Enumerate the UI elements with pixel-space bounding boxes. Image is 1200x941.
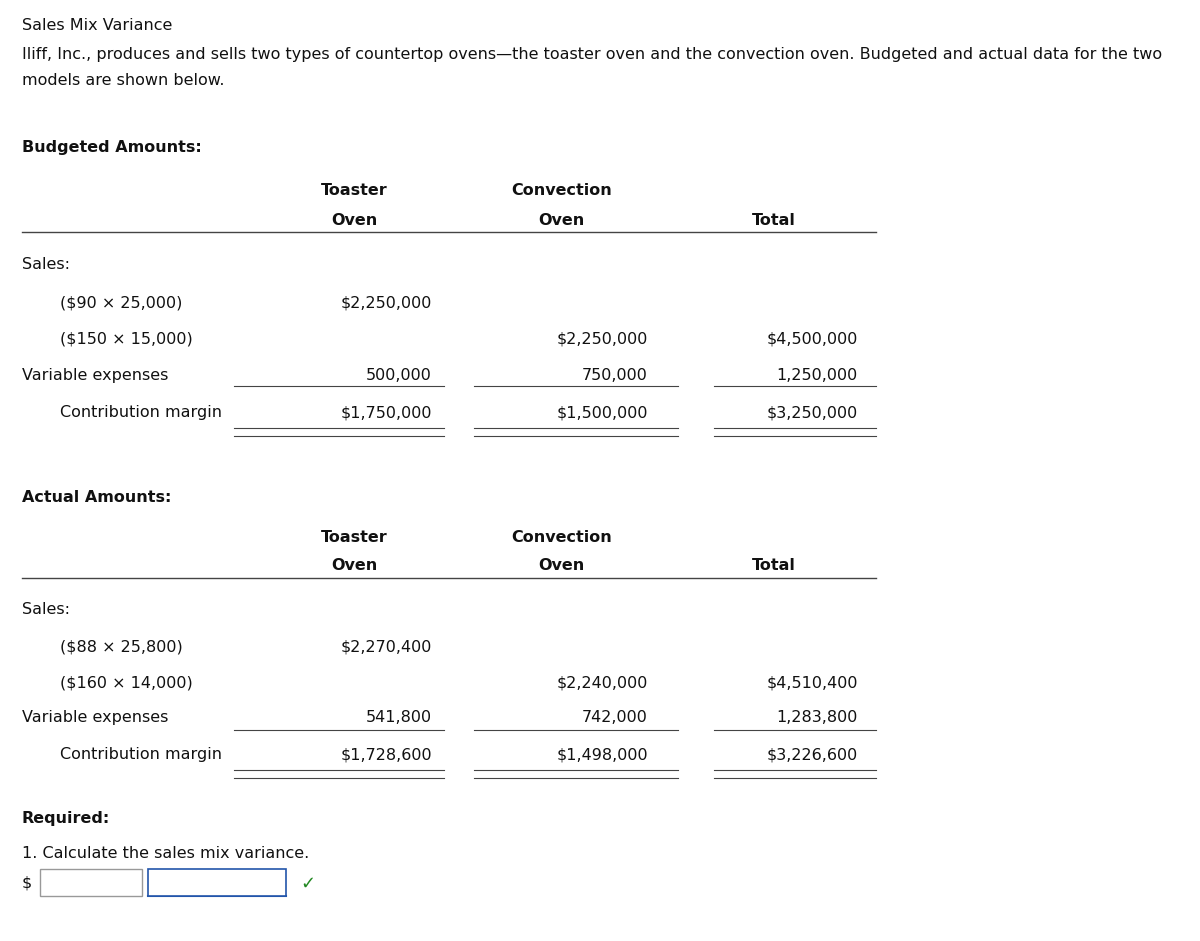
- Text: $2,250,000: $2,250,000: [341, 296, 432, 311]
- Text: Convection: Convection: [511, 530, 612, 545]
- Text: Total: Total: [752, 558, 796, 573]
- Text: Convection: Convection: [511, 183, 612, 198]
- Text: 1,250,000: 1,250,000: [776, 368, 858, 383]
- Text: 750,000: 750,000: [582, 368, 648, 383]
- Text: ($90 × 25,000): ($90 × 25,000): [60, 296, 182, 311]
- Text: Toaster: Toaster: [320, 183, 388, 198]
- Text: Sales:: Sales:: [22, 602, 70, 617]
- Text: $4,500,000: $4,500,000: [767, 332, 858, 347]
- Text: $3,250,000: $3,250,000: [767, 405, 858, 420]
- Text: $1,500,000: $1,500,000: [557, 405, 648, 420]
- Text: Contribution margin: Contribution margin: [60, 747, 222, 762]
- Text: 1. Calculate the sales mix variance.: 1. Calculate the sales mix variance.: [22, 846, 308, 861]
- Text: 742,000: 742,000: [582, 710, 648, 725]
- Text: Oven: Oven: [331, 558, 377, 573]
- Text: 541,800: 541,800: [366, 710, 432, 725]
- Text: Sales Mix Variance: Sales Mix Variance: [22, 18, 172, 33]
- Text: ($88 × 25,800): ($88 × 25,800): [60, 640, 182, 655]
- Bar: [40, 869, 142, 896]
- Text: ✓: ✓: [300, 875, 316, 893]
- Text: Variable expenses: Variable expenses: [22, 710, 168, 725]
- Text: Required:: Required:: [22, 811, 110, 826]
- Text: Actual Amounts:: Actual Amounts:: [22, 490, 170, 505]
- Text: 1,283,800: 1,283,800: [776, 710, 858, 725]
- Text: Toaster: Toaster: [320, 530, 388, 545]
- Text: Oven: Oven: [331, 213, 377, 228]
- Text: Total: Total: [752, 213, 796, 228]
- Bar: [148, 869, 286, 896]
- Text: $3,226,600: $3,226,600: [767, 747, 858, 762]
- Text: ($150 × 15,000): ($150 × 15,000): [60, 332, 193, 347]
- Text: Oven: Oven: [539, 213, 584, 228]
- Text: Sales:: Sales:: [22, 257, 70, 272]
- Text: $4,510,400: $4,510,400: [767, 675, 858, 690]
- Text: $1,498,000: $1,498,000: [557, 747, 648, 762]
- Text: $2,240,000: $2,240,000: [557, 675, 648, 690]
- Text: $: $: [22, 875, 32, 890]
- Text: $2,250,000: $2,250,000: [557, 332, 648, 347]
- Text: Oven: Oven: [539, 558, 584, 573]
- Text: $2,270,400: $2,270,400: [341, 640, 432, 655]
- Text: Iliff, Inc., produces and sells two types of countertop ovens—the toaster oven a: Iliff, Inc., produces and sells two type…: [22, 47, 1162, 62]
- Text: Variable expenses: Variable expenses: [22, 368, 168, 383]
- Text: models are shown below.: models are shown below.: [22, 73, 224, 88]
- Text: Unfavorable ▾: Unfavorable ▾: [154, 875, 265, 890]
- Text: $1,750,000: $1,750,000: [341, 405, 432, 420]
- Text: $1,728,600: $1,728,600: [341, 747, 432, 762]
- Text: Contribution margin: Contribution margin: [60, 405, 222, 420]
- Text: ($160 × 14,000): ($160 × 14,000): [60, 675, 193, 690]
- Text: Budgeted Amounts:: Budgeted Amounts:: [22, 140, 202, 155]
- Text: 500,000: 500,000: [366, 368, 432, 383]
